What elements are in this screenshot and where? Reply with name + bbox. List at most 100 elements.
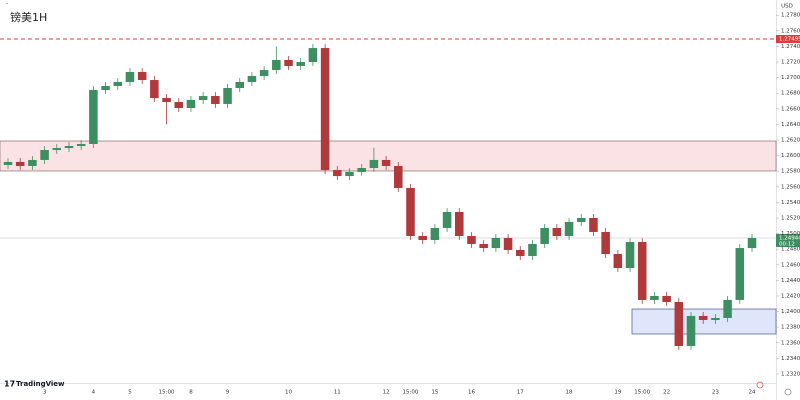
axis: 1.23200 1.23400 1.23600 1.23800 1.24000 1.242… xyxy=(43,13,800,396)
x-tick-label: 11 xyxy=(334,390,341,396)
y-tick-label: 1.23800 xyxy=(781,325,800,331)
y-tick-label: 1.23200 xyxy=(781,371,800,377)
y-tick-label: 1.24800 xyxy=(781,247,800,253)
candle-body xyxy=(52,148,62,150)
x-tick-label: 15:00 xyxy=(159,390,175,396)
candle-body xyxy=(223,87,232,104)
y-tick-label: 1.27000 xyxy=(781,75,800,81)
candle-body xyxy=(467,236,476,244)
candle-body xyxy=(528,243,537,256)
candle-body xyxy=(625,242,635,268)
candle-body xyxy=(442,211,452,228)
candle-body xyxy=(662,295,671,303)
candle-body xyxy=(101,86,110,91)
candle-body xyxy=(711,317,720,321)
candle-body xyxy=(747,237,757,249)
x-tick-label: 19 xyxy=(614,390,621,396)
y-tick-label: 1.26600 xyxy=(781,106,800,112)
candle-body xyxy=(540,227,549,244)
candle-body xyxy=(394,165,403,188)
candle-body xyxy=(162,98,171,103)
chart-title: 镑美1H xyxy=(10,10,47,24)
x-tick-label: 9 xyxy=(226,390,230,396)
candle-body xyxy=(345,171,354,177)
y-tick-label: 1.26200 xyxy=(781,138,800,144)
resistance-label: 1.27495 xyxy=(779,36,800,42)
candle-body xyxy=(674,302,684,346)
candle-body xyxy=(430,227,440,240)
candle-body xyxy=(15,161,25,166)
y-tick-label: 1.26400 xyxy=(781,122,800,128)
last-price-tag xyxy=(776,233,800,247)
x-tick-label: 10 xyxy=(285,390,292,396)
candle-body xyxy=(576,218,586,222)
zone xyxy=(631,308,777,335)
candle-body xyxy=(601,231,610,255)
candle-body xyxy=(198,96,208,100)
candle-body xyxy=(235,81,245,88)
candle-body xyxy=(89,90,98,144)
candles xyxy=(3,44,757,350)
y-tick-label: 1.24200 xyxy=(781,293,800,299)
y-tick-label: 1.25000 xyxy=(781,231,800,237)
y-tick-label: 1.25800 xyxy=(781,169,800,175)
x-tick-label: 4 xyxy=(92,390,96,396)
candle-body xyxy=(186,99,196,109)
candle-body xyxy=(113,81,123,87)
candle-body xyxy=(125,71,135,82)
x-tick-label: 15:00 xyxy=(403,390,419,396)
candle-body xyxy=(272,59,281,71)
candle-body xyxy=(174,102,184,109)
candle-body xyxy=(637,242,647,300)
goto-button[interactable] xyxy=(756,381,764,389)
resistance-tag xyxy=(776,34,800,43)
last-price-label: 1.24944 xyxy=(779,235,800,241)
candle-body xyxy=(333,170,342,177)
tradingview-logo: 17 TradingView xyxy=(4,380,65,389)
candle-body xyxy=(491,237,501,249)
y-tick-label: 1.27400 xyxy=(781,44,800,50)
candle-body xyxy=(40,149,49,160)
brand: TradingView xyxy=(16,380,65,388)
x-tick-label: 17 xyxy=(517,390,524,396)
x-tick-label: 3 xyxy=(43,390,47,396)
y-tick-label: 1.24000 xyxy=(781,309,800,315)
candle-body xyxy=(406,187,415,237)
x-tick-label: 22 xyxy=(663,390,670,396)
y-tick-label: 1.26800 xyxy=(781,91,800,97)
y-tick-label: 1.25200 xyxy=(781,216,800,222)
candle-body xyxy=(723,299,732,318)
candle-body xyxy=(284,59,293,66)
y-tick-label: 1.23600 xyxy=(781,340,800,346)
y-tick-label: 1.23400 xyxy=(781,356,800,362)
candle-body xyxy=(150,80,159,99)
candle-body xyxy=(308,48,318,63)
candle-body xyxy=(418,236,427,240)
x-tick-label: 16 xyxy=(468,390,475,396)
candle-body xyxy=(211,96,220,104)
candle-body xyxy=(735,248,745,300)
candle-body xyxy=(76,143,86,147)
y-tick-label: 1.26000 xyxy=(781,153,800,159)
collapse-button[interactable]: ⌃ xyxy=(5,3,9,9)
x-tick-label: 18 xyxy=(566,390,573,396)
candle-body xyxy=(3,161,13,165)
y-tick-label: 1.24400 xyxy=(781,278,800,284)
settings-button[interactable] xyxy=(784,388,792,396)
candle-body xyxy=(369,159,379,169)
candle-body xyxy=(137,71,147,81)
candle-body xyxy=(381,159,391,166)
candle-body xyxy=(613,254,623,268)
y-tick-label: 1.27800 xyxy=(781,13,800,19)
y-tick-label: 1.25400 xyxy=(781,200,800,206)
candle-body xyxy=(589,218,598,232)
candle-body xyxy=(455,211,464,237)
candle-body xyxy=(357,168,366,172)
x-tick-label: 8 xyxy=(189,390,193,396)
candle-body xyxy=(515,249,525,256)
candle-body xyxy=(503,237,513,250)
candle-body xyxy=(686,315,696,346)
